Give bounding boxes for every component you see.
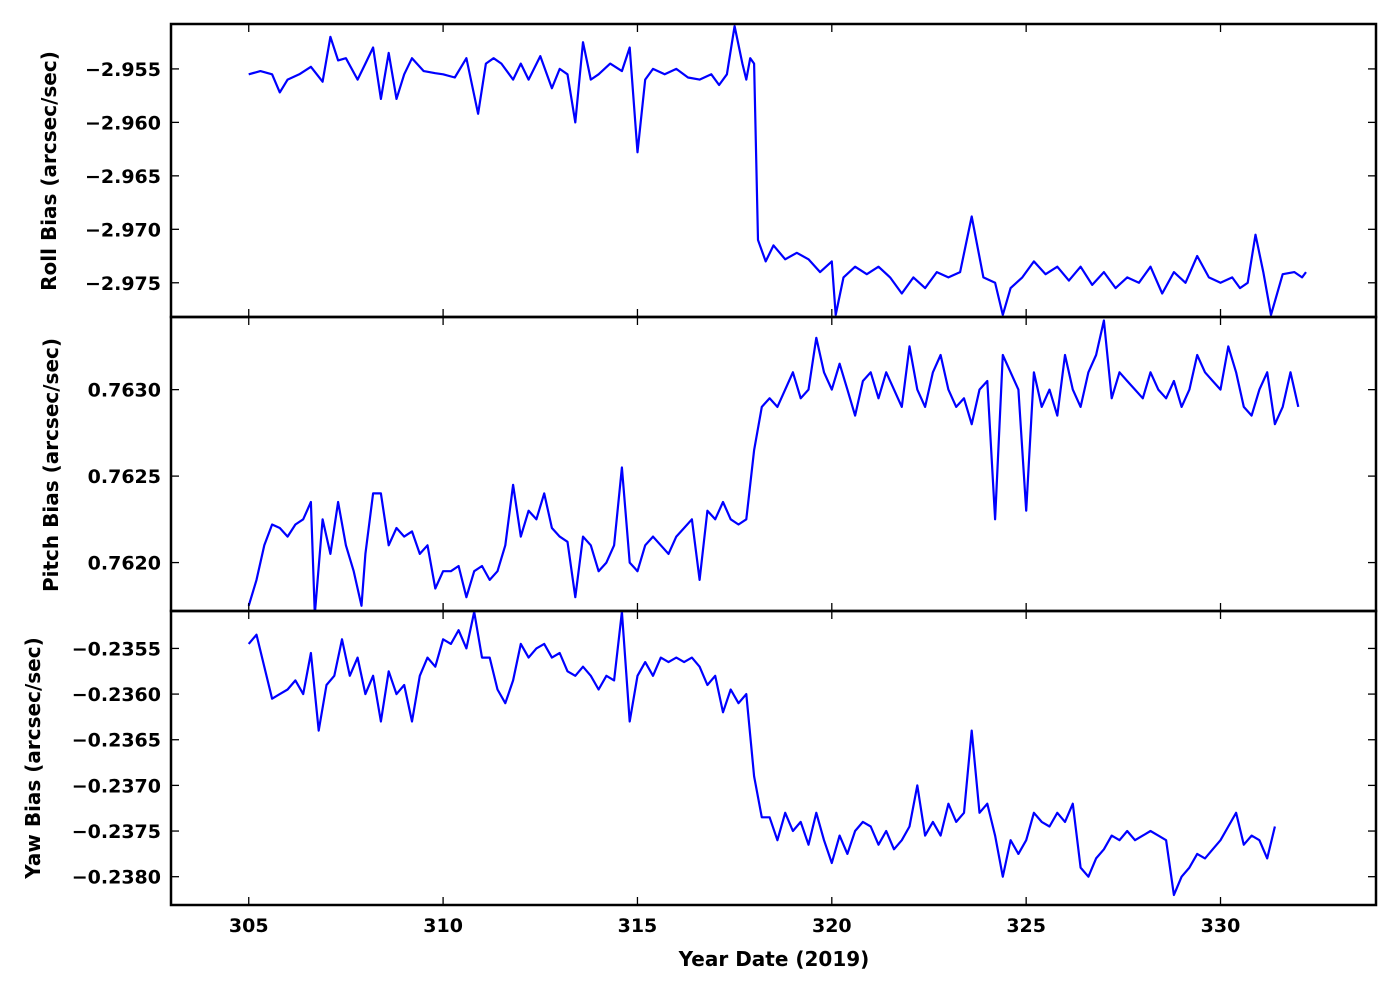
roll-y-tick-label: −2.965 bbox=[85, 166, 161, 188]
pitch-panel: Pitch Bias (arcsec/sec) 0.7630 0.7625 0.76… bbox=[39, 315, 1378, 613]
x-tick-label: 330 bbox=[1201, 915, 1241, 937]
yaw-series-line bbox=[247, 611, 1276, 897]
yaw-y-tick-label: −0.2365 bbox=[72, 730, 161, 752]
yaw-y-tick-label: −0.2375 bbox=[72, 821, 161, 843]
yaw-y-tick-label: −0.2360 bbox=[72, 684, 161, 706]
roll-y-tick-label: −2.975 bbox=[85, 273, 161, 295]
yaw-y-axis-title: Yaw Bias (arcsec/sec) bbox=[21, 637, 45, 880]
yaw-y-tick-label: −0.2355 bbox=[72, 638, 161, 660]
x-tick-label: 310 bbox=[423, 915, 463, 937]
x-tick-label: 315 bbox=[618, 915, 658, 937]
x-tick-label: 305 bbox=[229, 915, 269, 937]
roll-y-axis-title: Roll Bias (arcsec/sec) bbox=[37, 51, 61, 291]
roll-series-line bbox=[248, 25, 1307, 316]
roll-y-tick-label: −2.960 bbox=[85, 112, 161, 134]
yaw-y-tick-label: −0.2370 bbox=[72, 775, 161, 797]
roll-panel: Roll Bias (arcsec/sec) −2.955 −2.960 −2.96… bbox=[37, 22, 1378, 319]
pitch-y-tick-label: 0.7620 bbox=[88, 553, 161, 575]
x-tick-label: 320 bbox=[812, 915, 852, 937]
roll-y-tick-label: −2.970 bbox=[85, 219, 161, 241]
pitch-y-axis-title: Pitch Bias (arcsec/sec) bbox=[39, 338, 63, 592]
pitch-y-tick-label: 0.7625 bbox=[88, 466, 161, 488]
yaw-panel: Yaw Bias (arcsec/sec) −0.2355 −0.2360 −0.2… bbox=[21, 609, 1378, 907]
x-axis-title: Year Date (2019) bbox=[678, 947, 870, 971]
roll-y-tick-label: −2.955 bbox=[85, 59, 161, 81]
yaw-plot-frame bbox=[169, 609, 1378, 907]
pitch-series-line bbox=[247, 319, 1300, 611]
x-tick-label: 325 bbox=[1006, 915, 1046, 937]
yaw-y-tick-label: −0.2380 bbox=[72, 867, 161, 889]
pitch-y-tick-label: 0.7630 bbox=[88, 380, 161, 402]
